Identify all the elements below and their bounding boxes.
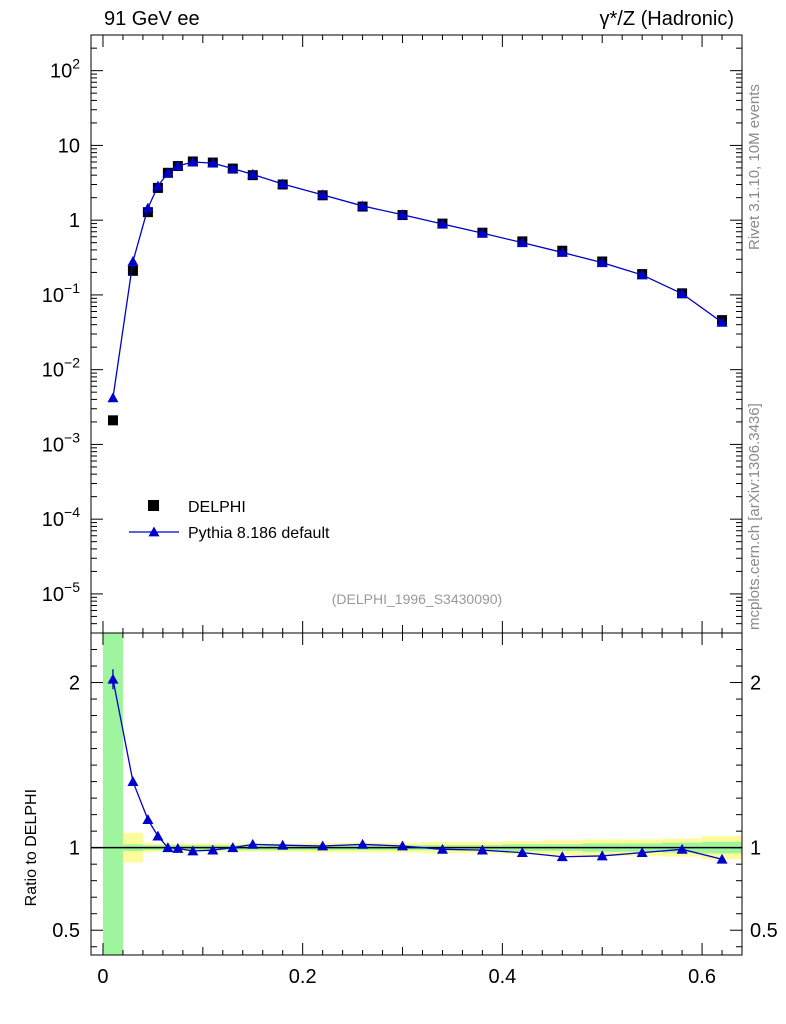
ratio-y-axis-label: Ratio to DELPHI: [23, 789, 40, 906]
ratio-bands: [102, 633, 742, 955]
pythia-point: [636, 269, 648, 280]
ratio-point: [357, 838, 369, 849]
legend-label-delphi: DELPHI: [188, 499, 246, 516]
ratio-point: [127, 776, 139, 787]
y-tick-label: 10: [58, 135, 80, 157]
ratio-y-tick-label: 0.5: [52, 920, 80, 942]
x-ticks: [102, 35, 743, 955]
pythia-point: [207, 157, 219, 168]
ratio-point: [187, 845, 199, 856]
ratio-y-ticks: [91, 649, 742, 948]
pythia-point: [516, 237, 528, 248]
ratio-y-tick-label-right: 1: [750, 838, 761, 860]
analysis-watermark: (DELPHI_1996_S3430090): [332, 591, 502, 607]
pythia-point: [142, 202, 154, 213]
pythia-point: [317, 189, 329, 200]
legend-marker-delphi: [148, 500, 159, 511]
ratio-point: [207, 844, 219, 855]
pythia-point: [676, 288, 688, 299]
ratio-point: [142, 814, 154, 824]
pythia-point: [436, 218, 448, 229]
ratio-point: [397, 840, 409, 851]
pythia-point: [397, 209, 409, 220]
ratio-point: [317, 840, 329, 851]
ratio-line: [112, 679, 723, 860]
header-left: 91 GeV ee: [104, 8, 200, 30]
ratio-point: [676, 843, 688, 854]
x-tick-label: 0.4: [488, 966, 516, 988]
pythia-point: [227, 163, 239, 173]
ratio-point: [277, 839, 289, 850]
pythia-point: [277, 178, 289, 189]
ratio-point: [436, 843, 448, 854]
ratio-point: [172, 842, 184, 853]
x-tick-label: 0.2: [289, 966, 317, 988]
ratio-y-tick-label-right: 2: [750, 673, 761, 695]
y-tick-label: 1: [69, 210, 80, 232]
pythia-point: [127, 255, 139, 266]
ratio-point: [596, 850, 608, 861]
pythia-point: [556, 246, 568, 257]
pythia-point: [162, 167, 174, 178]
pythia-point: [247, 168, 259, 179]
header-right: γ*/Z (Hadronic): [599, 8, 734, 30]
ratio-point: [162, 842, 174, 853]
y-tick-label: 10−3: [42, 429, 80, 456]
y-tick-label: 10−2: [42, 355, 80, 382]
ratio-point: [516, 847, 528, 858]
ratio-y-tick-label-right: 0.5: [750, 920, 778, 942]
y-tick-label: 10−5: [42, 579, 80, 606]
ratio-frame: [90, 632, 743, 956]
ratio-point: [227, 842, 239, 853]
pythia-point: [716, 316, 728, 327]
legend: DELPHI Pythia 8.186 default: [129, 499, 330, 542]
legend-marker-pythia: [148, 526, 160, 537]
main-frame: [90, 34, 743, 634]
pythia-point: [596, 257, 608, 268]
delphi-point: [127, 265, 138, 276]
delphi-point: [107, 415, 118, 426]
main-y-ticks: [91, 34, 742, 634]
green-band: [102, 633, 123, 955]
legend-label-pythia: Pythia 8.186 default: [188, 525, 330, 542]
ratio-point: [247, 838, 259, 849]
pythia-line: [112, 161, 723, 398]
ratio-point: [476, 844, 488, 855]
y-tick-label: 102: [50, 56, 80, 83]
pythia-point: [107, 392, 119, 403]
y-tick-label: 10−4: [42, 504, 80, 531]
x-tick-label: 0.6: [688, 966, 716, 988]
ratio-point: [556, 851, 568, 862]
ratio-y-tick-label: 1: [69, 838, 80, 860]
pythia-point: [476, 227, 488, 238]
pythia-point: [187, 156, 199, 167]
pythia-series: [107, 156, 728, 403]
delphi-series: [107, 156, 728, 426]
x-tick-label: 0: [97, 966, 108, 988]
pythia-point: [357, 200, 369, 211]
pythia-point: [172, 160, 184, 171]
pythia-point: [152, 180, 164, 191]
ratio-point: [716, 853, 728, 864]
ratio-point: [636, 847, 648, 858]
ratio-series: [107, 669, 728, 864]
ratio-point: [152, 830, 164, 841]
y-tick-label: 10−1: [42, 280, 80, 307]
ratio-y-tick-label: 2: [69, 673, 80, 695]
